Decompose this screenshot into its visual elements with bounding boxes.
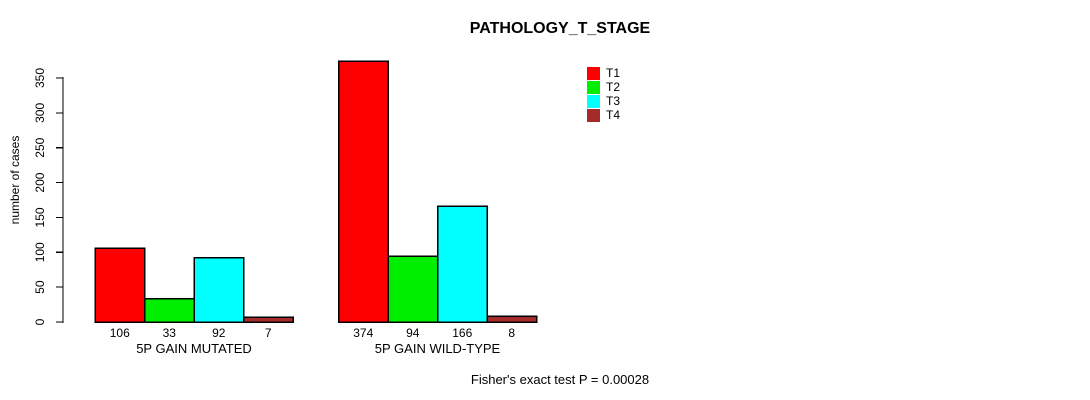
bar-value-label: 92 [212, 326, 226, 340]
bar-t1-group1 [94, 247, 146, 323]
bar-t4-group1 [242, 316, 294, 323]
legend: T1 T2 T3 T4 [587, 66, 620, 122]
y-tick-label: 300 [33, 103, 47, 123]
y-tick-label: 50 [33, 280, 47, 294]
legend-label-t3: T3 [606, 93, 621, 108]
bar-t1-group2 [337, 60, 389, 323]
bar-value-label: 7 [265, 326, 272, 340]
chart-title: PATHOLOGY_T_STAGE [469, 20, 651, 37]
bar-value-label: 106 [110, 326, 130, 340]
legend-label-t2: T2 [606, 79, 621, 94]
legend-item-t3: T3 [587, 94, 620, 108]
bar-value-label: 8 [508, 326, 515, 340]
legend-label-t1: T1 [606, 65, 621, 80]
legend-item-t4: T4 [587, 108, 620, 122]
y-tick-label: 350 [33, 68, 47, 88]
y-tick-label: 150 [33, 207, 47, 227]
y-tick-label: 250 [33, 137, 47, 157]
legend-label-t4: T4 [606, 107, 621, 122]
legend-swatch-t3 [587, 94, 600, 108]
bar-t3-group1 [193, 257, 245, 323]
bar-t2-group1 [143, 298, 195, 323]
legend-swatch-t2 [587, 80, 600, 94]
bar-t3-group2 [436, 205, 488, 323]
y-tick-label: 100 [33, 242, 47, 262]
x-category-label: 5P GAIN MUTATED [136, 341, 252, 356]
bar-value-label: 94 [406, 326, 420, 340]
y-tick-label: 0 [33, 318, 47, 325]
bar-value-label: 374 [353, 326, 373, 340]
x-category-label: 5P GAIN WILD-TYPE [375, 341, 501, 356]
bar-value-label: 33 [163, 326, 177, 340]
legend-item-t2: T2 [587, 80, 620, 94]
legend-swatch-t1 [587, 66, 600, 80]
legend-swatch-t4 [587, 108, 600, 122]
bar-value-label: 166 [452, 326, 472, 340]
y-tick-label: 200 [33, 172, 47, 192]
legend-item-t1: T1 [587, 66, 620, 80]
bar-t4-group2 [486, 315, 538, 323]
bar-t2-group2 [387, 255, 439, 323]
fisher-test-caption: Fisher's exact test P = 0.00028 [470, 372, 650, 387]
